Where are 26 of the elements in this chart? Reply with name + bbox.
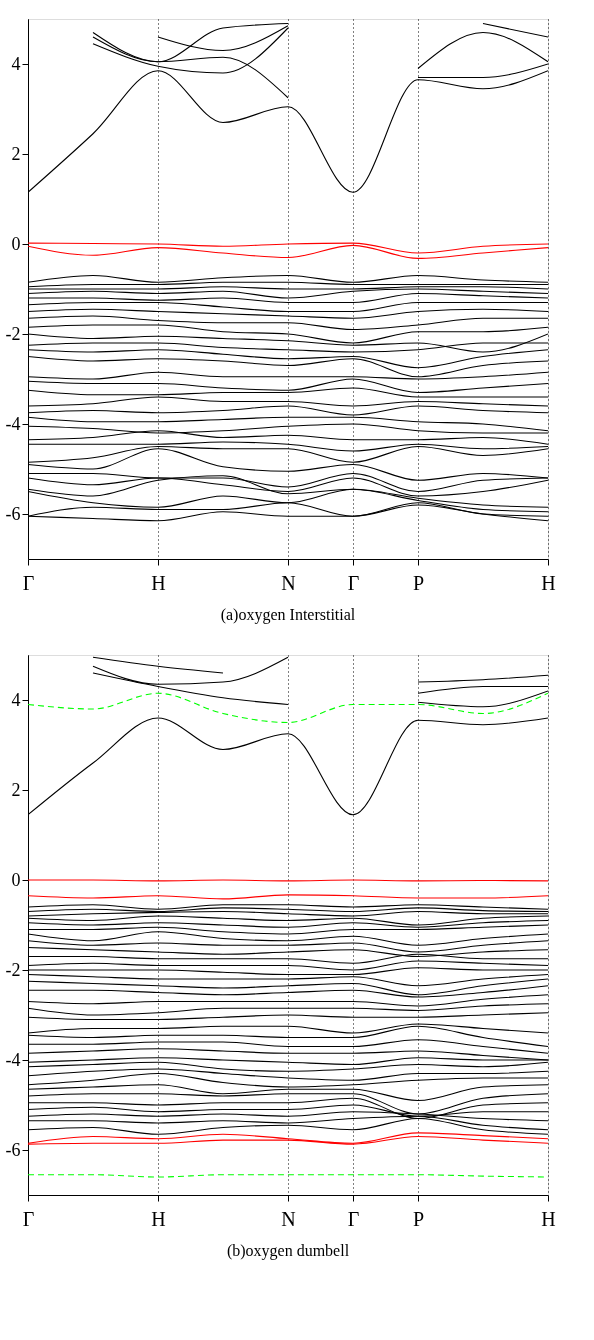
y-tick-label: 2 — [11, 779, 21, 800]
y-tick-label: -2 — [5, 323, 21, 344]
y-tick-label: -6 — [5, 1139, 21, 1160]
y-tick-label: 0 — [11, 869, 21, 890]
x-tick-label: Γ — [22, 1207, 35, 1230]
x-tick-label: P — [412, 1207, 425, 1230]
x-tick-label: H — [541, 571, 556, 594]
y-tick-label: 0 — [11, 233, 21, 254]
text: (b)oxygen dumbell — [226, 1242, 350, 1260]
y-tick-label: -2 — [5, 959, 21, 980]
y-tick-label: 4 — [11, 689, 21, 710]
x-tick-label: P — [412, 571, 425, 594]
x-tick-label: N — [281, 1207, 296, 1230]
x-tick-label: H — [151, 1207, 166, 1230]
y-tick-label: 2 — [11, 143, 21, 164]
y-tick-label: -4 — [5, 413, 21, 434]
y-tick-label: -6 — [5, 503, 21, 524]
x-tick-label: N — [281, 571, 296, 594]
x-tick-label: H — [541, 1207, 556, 1230]
text: (a)oxygen Interstitial — [220, 606, 356, 624]
y-tick-label: 4 — [11, 53, 21, 74]
y-tick-label: -4 — [5, 1049, 21, 1070]
x-tick-label: Γ — [347, 1207, 360, 1230]
x-tick-label: Γ — [22, 571, 35, 594]
x-tick-label: H — [151, 571, 166, 594]
x-tick-label: Γ — [347, 571, 360, 594]
